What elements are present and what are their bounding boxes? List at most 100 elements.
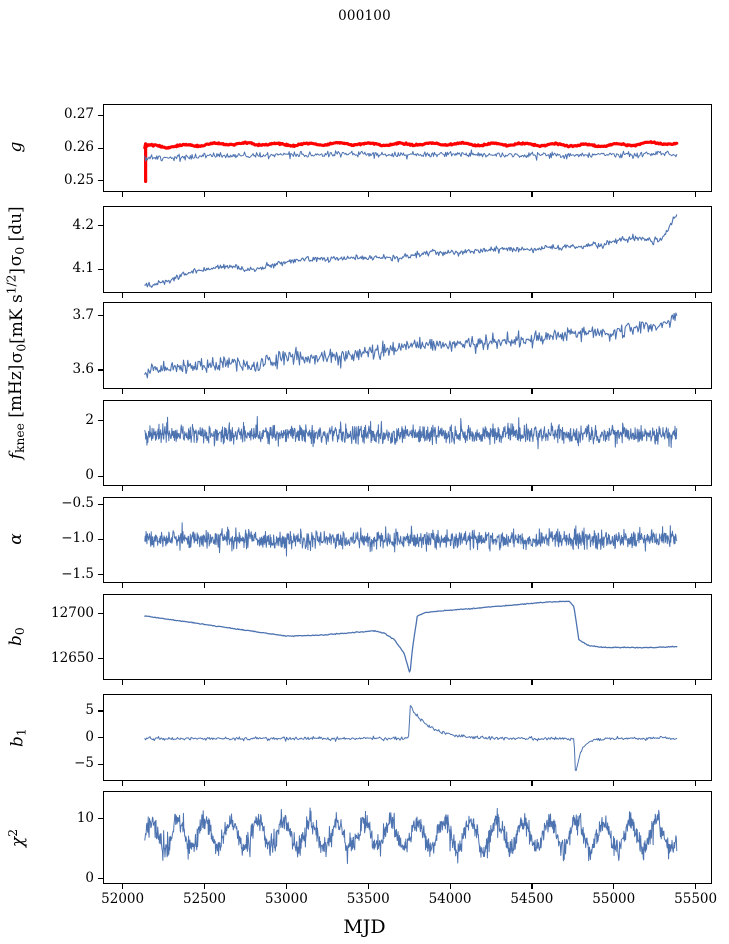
x-tick-mark — [367, 680, 369, 685]
y-tick-label: 10 — [76, 809, 94, 826]
y-tick-mark — [98, 763, 103, 765]
x-tick-mark — [367, 884, 369, 889]
plot-panel-sigma0_du — [103, 206, 712, 293]
x-tick-mark — [695, 680, 697, 685]
series-line — [144, 149, 678, 163]
x-tick-mark — [449, 680, 451, 685]
x-tick-mark — [695, 884, 697, 889]
series-line — [144, 214, 678, 288]
y-axis-label-chi2: χ2 — [5, 828, 29, 847]
y-tick-mark — [98, 268, 103, 270]
y-tick-mark — [98, 613, 103, 615]
x-tick-label: 53500 — [346, 891, 390, 907]
x-tick-mark — [531, 192, 533, 197]
y-axis-label-sigma0_mK: σ0[mK s1/2] — [4, 267, 29, 363]
x-tick-mark — [531, 781, 533, 786]
x-tick-mark — [531, 680, 533, 685]
x-tick-mark — [285, 781, 287, 786]
y-tick-mark — [98, 475, 103, 477]
y-tick-label: 2 — [85, 411, 94, 428]
y-tick-label: 4.1 — [72, 260, 94, 277]
x-tick-mark — [367, 781, 369, 786]
y-tick-mark — [98, 420, 103, 422]
x-tick-mark — [204, 192, 206, 197]
y-tick-mark — [98, 658, 103, 660]
x-tick-mark — [695, 781, 697, 786]
y-tick-label: 0 — [85, 467, 94, 484]
x-tick-mark — [285, 680, 287, 685]
x-tick-mark — [122, 389, 124, 394]
x-tick-mark — [367, 583, 369, 588]
y-tick-mark — [98, 737, 103, 739]
y-tick-mark — [98, 147, 103, 149]
x-tick-label: 52000 — [101, 891, 145, 907]
y-axis-label-alpha: α — [6, 533, 26, 545]
y-tick-mark — [98, 225, 103, 227]
x-tick-mark — [613, 486, 615, 491]
y-tick-label: 0.27 — [63, 106, 94, 123]
x-tick-mark — [367, 389, 369, 394]
x-tick-mark — [285, 293, 287, 298]
x-tick-mark — [367, 293, 369, 298]
x-tick-mark — [531, 293, 533, 298]
y-tick-mark — [98, 878, 103, 880]
x-tick-mark — [613, 192, 615, 197]
x-tick-mark — [613, 293, 615, 298]
x-tick-mark — [695, 583, 697, 588]
x-tick-mark — [122, 192, 124, 197]
y-tick-label: 0.26 — [63, 139, 94, 155]
x-tick-mark — [285, 389, 287, 394]
x-tick-label: 53000 — [264, 891, 308, 907]
y-tick-mark — [98, 538, 103, 540]
x-tick-mark — [531, 583, 533, 588]
x-tick-mark — [122, 486, 124, 491]
x-tick-mark — [122, 781, 124, 786]
x-tick-mark — [204, 583, 206, 588]
y-tick-label: −0.5 — [61, 495, 94, 512]
y-tick-mark — [98, 315, 103, 317]
y-tick-label: 0.25 — [63, 171, 94, 188]
x-tick-mark — [613, 389, 615, 394]
series-line — [144, 705, 678, 772]
y-axis-label-b1: b1 — [7, 727, 29, 747]
y-tick-label: −5 — [74, 755, 94, 772]
series-line — [144, 600, 678, 673]
x-tick-mark — [449, 192, 451, 197]
y-axis-label-g: g — [6, 141, 26, 153]
y-tick-label: 5 — [85, 701, 94, 718]
x-tick-mark — [204, 389, 206, 394]
x-tick-mark — [204, 781, 206, 786]
x-tick-mark — [204, 680, 206, 685]
y-tick-label: 4.2 — [72, 216, 94, 233]
series-line — [144, 807, 678, 865]
x-tick-mark — [449, 486, 451, 491]
x-tick-mark — [449, 293, 451, 298]
x-tick-mark — [122, 884, 124, 889]
x-tick-mark — [613, 583, 615, 588]
x-axis-label: MJD — [343, 916, 386, 938]
y-tick-label: 0 — [85, 728, 94, 745]
x-tick-mark — [204, 293, 206, 298]
x-tick-mark — [695, 389, 697, 394]
y-tick-mark — [98, 710, 103, 712]
x-tick-label: 55500 — [674, 891, 718, 907]
x-tick-mark — [613, 680, 615, 685]
x-tick-mark — [449, 583, 451, 588]
x-tick-mark — [531, 389, 533, 394]
x-tick-mark — [122, 680, 124, 685]
x-tick-mark — [122, 293, 124, 298]
y-tick-label: −1.0 — [61, 530, 94, 547]
plot-panel-sigma0_mK — [103, 302, 712, 389]
x-tick-mark — [285, 884, 287, 889]
x-tick-mark — [122, 583, 124, 588]
x-tick-mark — [285, 583, 287, 588]
series-line — [143, 140, 679, 184]
x-tick-label: 55000 — [592, 891, 636, 907]
x-tick-label: 54000 — [428, 891, 472, 907]
x-tick-mark — [204, 486, 206, 491]
plot-panel-b0 — [103, 594, 712, 680]
y-axis-label-sigma0_du: σ0 [du] — [5, 205, 28, 266]
x-tick-label: 54500 — [510, 891, 554, 907]
x-tick-mark — [449, 389, 451, 394]
